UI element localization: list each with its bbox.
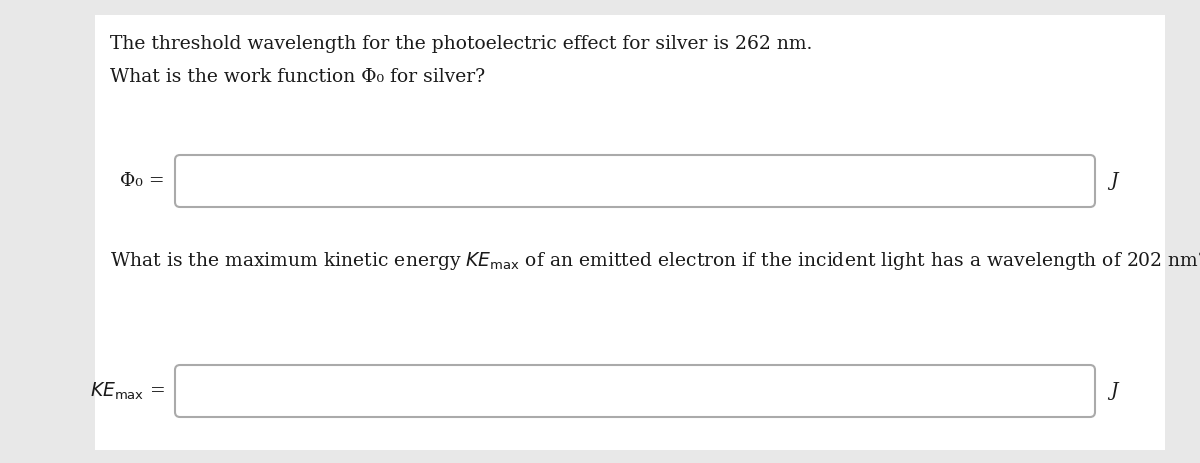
Text: J: J <box>1110 172 1117 190</box>
FancyBboxPatch shape <box>95 15 1165 450</box>
Text: What is the maximum kinetic energy $KE_{\mathrm{max}}$ of an emitted electron if: What is the maximum kinetic energy $KE_{… <box>110 250 1200 272</box>
FancyBboxPatch shape <box>175 365 1096 417</box>
FancyBboxPatch shape <box>175 155 1096 207</box>
Text: What is the work function Φ₀ for silver?: What is the work function Φ₀ for silver? <box>110 68 485 86</box>
Text: The threshold wavelength for the photoelectric effect for silver is 262 nm.: The threshold wavelength for the photoel… <box>110 35 812 53</box>
Text: $KE_{\mathrm{max}}$ =: $KE_{\mathrm{max}}$ = <box>90 380 166 401</box>
Text: J: J <box>1110 382 1117 400</box>
Text: Φ₀ =: Φ₀ = <box>120 172 166 190</box>
